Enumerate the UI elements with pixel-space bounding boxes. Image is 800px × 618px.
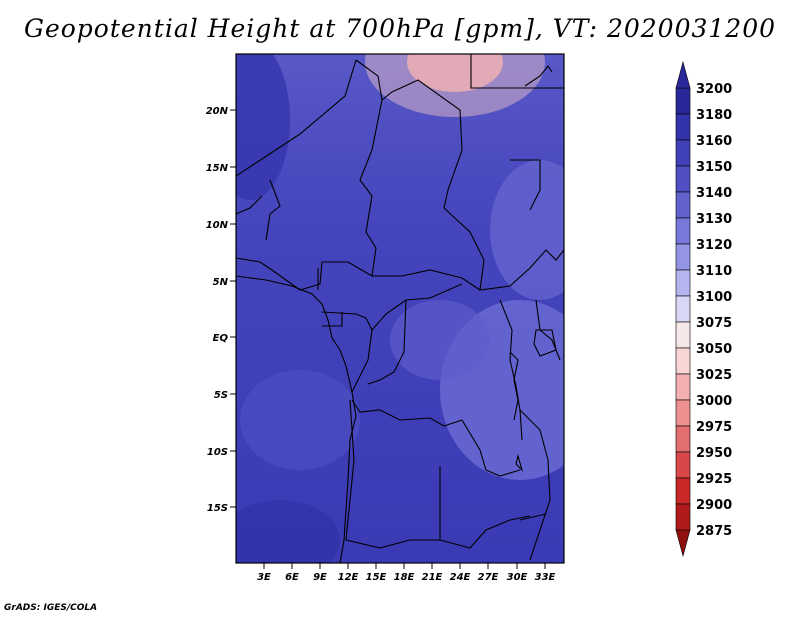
lon-tick-label: 24E bbox=[450, 572, 471, 583]
lon-tick-label: 9E bbox=[313, 572, 327, 583]
colorbar-label: 2975 bbox=[696, 420, 732, 435]
lat-tick-label: 20N bbox=[206, 106, 229, 117]
lon-tick-label: 33E bbox=[535, 572, 556, 583]
colorbar-segment bbox=[675, 503, 691, 531]
colorbar-segment bbox=[675, 477, 691, 505]
colorbar-label: 3180 bbox=[696, 108, 732, 123]
colorbar-segment bbox=[675, 87, 691, 115]
lat-tick-label: 5S bbox=[214, 390, 228, 401]
lat-tick-label: EQ bbox=[213, 333, 229, 344]
lat-axis bbox=[230, 109, 236, 508]
lat-tick-label: 5N bbox=[213, 277, 229, 288]
colorbar-label: 3130 bbox=[696, 212, 732, 227]
colorbar-segment bbox=[675, 347, 691, 375]
colorbar-segment bbox=[675, 243, 691, 271]
colorbar-label: 3110 bbox=[696, 264, 732, 279]
country-borders bbox=[236, 54, 564, 563]
lon-tick-label: 15E bbox=[366, 572, 387, 583]
colorbar-max-arrow bbox=[675, 60, 691, 89]
colorbar-min-arrow bbox=[675, 529, 691, 558]
colorbar-segment bbox=[675, 425, 691, 453]
colorbar-label: 3100 bbox=[696, 290, 732, 305]
lat-tick-label: 15N bbox=[206, 163, 229, 174]
colorbar-label: 3160 bbox=[696, 134, 732, 149]
colorbar: 3200 3180 3160 3150 3140 3130 3120 3110 3100 3075… bbox=[675, 60, 732, 558]
colorbar-segment bbox=[675, 191, 691, 219]
colorbar-label: 3120 bbox=[696, 238, 732, 253]
colorbar-segment bbox=[675, 113, 691, 141]
colorbar-segment bbox=[675, 399, 691, 427]
colorbar-segment bbox=[675, 373, 691, 401]
lon-tick-label: 30E bbox=[507, 572, 528, 583]
colorbar-label: 3025 bbox=[696, 368, 732, 383]
lon-axis bbox=[263, 563, 546, 569]
colorbar-label: 2925 bbox=[696, 472, 732, 487]
colorbar-label: 3000 bbox=[696, 394, 732, 409]
colorbar-segment bbox=[675, 451, 691, 479]
lon-tick-label: 21E bbox=[422, 572, 443, 583]
grads-credit: GrADS: IGES/COLA bbox=[4, 603, 98, 613]
lat-tick-label: 15S bbox=[207, 503, 228, 514]
colorbar-segment bbox=[675, 321, 691, 349]
lon-tick-label: 18E bbox=[394, 572, 415, 583]
lat-tick-label: 10S bbox=[207, 447, 228, 458]
colorbar-segment bbox=[675, 139, 691, 167]
colorbar-label: 2900 bbox=[696, 498, 732, 513]
colorbar-segment bbox=[675, 165, 691, 193]
chart-title: Geopotential Height at 700hPa [gpm], VT:… bbox=[23, 14, 777, 43]
lon-tick-label: 6E bbox=[285, 572, 299, 583]
colorbar-label: 3150 bbox=[696, 160, 732, 175]
colorbar-label: 2950 bbox=[696, 446, 732, 461]
colorbar-segment bbox=[675, 269, 691, 297]
height-field bbox=[236, 54, 564, 563]
lon-tick-label: 3E bbox=[257, 572, 271, 583]
lon-tick-label: 12E bbox=[338, 572, 359, 583]
colorbar-label: 2875 bbox=[696, 524, 732, 539]
colorbar-segment bbox=[675, 295, 691, 323]
colorbar-segment bbox=[675, 217, 691, 245]
map-frame bbox=[235, 53, 565, 564]
colorbar-label: 3140 bbox=[696, 186, 732, 201]
colorbar-label: 3050 bbox=[696, 342, 732, 357]
colorbar-label: 3200 bbox=[696, 82, 732, 97]
lon-tick-label: 27E bbox=[478, 572, 499, 583]
colorbar-label: 3075 bbox=[696, 316, 732, 331]
lat-tick-label: 10N bbox=[206, 220, 229, 231]
